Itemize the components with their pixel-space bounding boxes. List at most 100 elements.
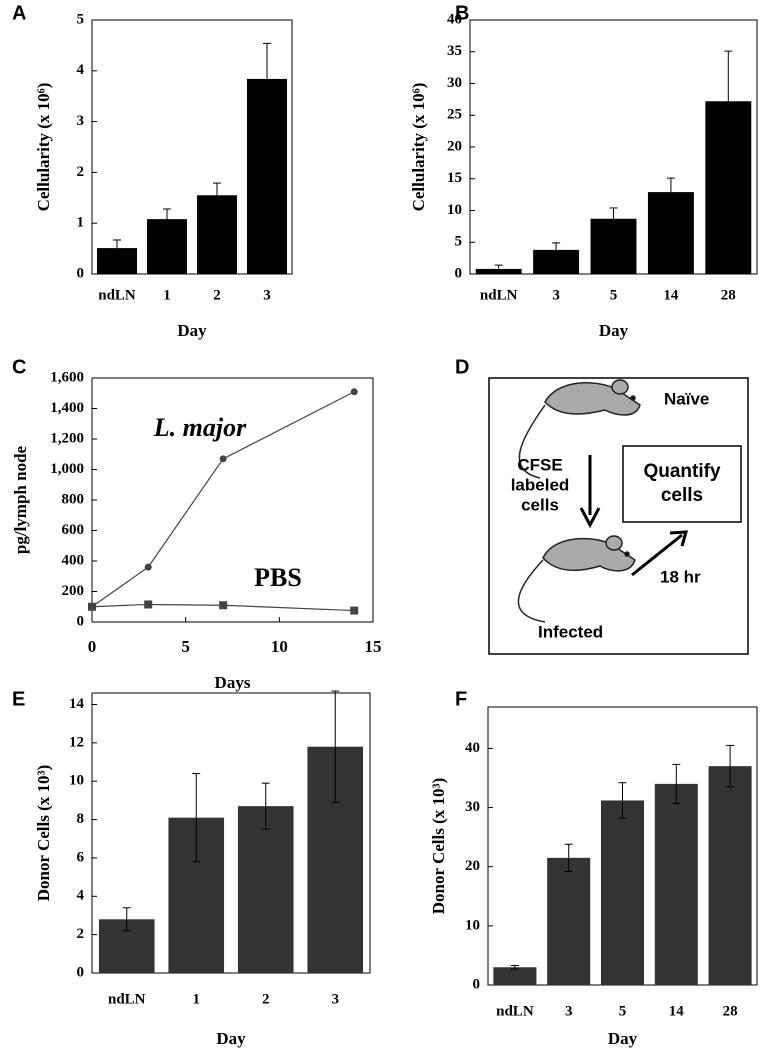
bar <box>547 857 591 985</box>
diagram-frame <box>488 377 749 655</box>
panel-label: C <box>12 356 26 378</box>
x-axis-label: Days <box>215 673 251 692</box>
bar <box>705 101 752 274</box>
y-tick-label: 200 <box>62 583 85 599</box>
x-tick-label: 14 <box>669 1003 685 1019</box>
x-tick-label: 1 <box>193 991 201 1007</box>
marker <box>219 455 227 463</box>
x-tick-label: ndLN <box>496 1003 534 1019</box>
y-tick-label: 40 <box>465 740 480 756</box>
bar <box>147 219 187 274</box>
bar <box>237 806 294 973</box>
y-tick-label: 20 <box>465 858 480 874</box>
mouse-bottom <box>517 535 636 623</box>
arrowhead <box>579 507 601 529</box>
x-axis-label: Day <box>177 321 207 340</box>
y-tick-label: 400 <box>62 552 85 568</box>
series-line <box>91 391 355 608</box>
arrowhead <box>669 530 689 547</box>
y-tick-label: 40 <box>447 11 462 27</box>
y-tick-label: 4 <box>77 62 85 78</box>
y-tick-label: 10 <box>447 202 462 218</box>
panel-label: D <box>455 356 469 378</box>
y-tick-label: 1,400 <box>50 400 84 416</box>
panel-label: B <box>455 2 469 24</box>
y-axis-label: Donor Cells (x 10³) <box>34 765 53 902</box>
transfer-label: cells <box>521 495 559 514</box>
panel-label: A <box>12 2 26 24</box>
y-tick-label: 0 <box>77 265 85 281</box>
mouse-top <box>518 379 641 479</box>
y-tick-label: 15 <box>447 170 462 186</box>
y-tick-label: 800 <box>62 491 85 507</box>
transfer-label: labeled <box>511 475 570 494</box>
y-tick-label: 0 <box>77 964 85 980</box>
bar <box>533 249 580 274</box>
infected-label: Infected <box>538 622 603 641</box>
bar <box>97 248 137 274</box>
box-label: cells <box>661 485 703 506</box>
marker <box>88 602 96 611</box>
y-tick-label: 600 <box>62 522 85 538</box>
x-tick-label: 5 <box>610 287 618 303</box>
y-tick-label: 10 <box>69 773 84 789</box>
y-tick-label: 30 <box>465 799 480 815</box>
y-tick-label: 3 <box>77 113 85 129</box>
x-axis-label: Day <box>216 1029 246 1048</box>
bar <box>493 967 537 985</box>
bar <box>708 766 752 985</box>
y-tick-label: 0 <box>455 265 463 281</box>
y-tick-label: 4 <box>77 888 85 904</box>
marker <box>144 600 153 609</box>
y-tick-label: 0 <box>77 613 85 629</box>
x-tick-label: 3 <box>332 991 340 1007</box>
diagram: D Naïve CFSE labeled cells Quantify cell… <box>455 356 749 655</box>
series-label: PBS <box>254 563 302 592</box>
x-tick-label: 15 <box>365 637 382 656</box>
x-axis-label: Day <box>608 1029 638 1048</box>
y-tick-label: 10 <box>465 917 480 933</box>
series-label: L. major <box>153 413 247 442</box>
y-tick-label: 6 <box>77 849 85 865</box>
y-tick-label: 5 <box>77 11 85 27</box>
x-tick-label: 28 <box>723 1003 738 1019</box>
x-axis-label: Day <box>599 321 629 340</box>
x-tick-label: 14 <box>663 287 679 303</box>
x-tick-label: 5 <box>181 637 190 656</box>
marker <box>144 563 152 571</box>
x-tick-label: 5 <box>619 1003 627 1019</box>
y-axis-label: pg/lymph node <box>11 445 30 554</box>
bar <box>590 218 637 274</box>
y-tick-label: 12 <box>69 734 84 750</box>
y-axis-label: Donor Cells (x 10³) <box>429 778 448 915</box>
bar <box>247 78 287 274</box>
quantify-box <box>622 445 742 523</box>
bar <box>647 192 694 274</box>
x-tick-label: 1 <box>163 287 171 303</box>
series-line <box>91 603 355 612</box>
y-tick-label: 2 <box>77 926 85 942</box>
y-tick-label: 1 <box>77 215 85 231</box>
x-tick-label: ndLN <box>480 287 518 303</box>
y-tick-label: 25 <box>447 107 462 123</box>
x-tick-label: 2 <box>262 991 270 1007</box>
box-label: Quantify <box>643 461 720 482</box>
bar <box>475 268 522 274</box>
x-tick-label: ndLN <box>108 991 146 1007</box>
arrow <box>631 533 683 577</box>
y-tick-label: 1,000 <box>50 461 84 477</box>
bar <box>600 800 645 985</box>
transfer-label: CFSE <box>517 455 562 474</box>
y-tick-label: 14 <box>69 696 85 712</box>
panel-label: E <box>12 688 25 710</box>
y-axis-label: Cellularity (x 10⁶) <box>409 83 428 212</box>
x-tick-label: 3 <box>263 287 271 303</box>
x-tick-label: 10 <box>271 637 288 656</box>
time-label: 18 hr <box>660 567 701 586</box>
y-tick-label: 20 <box>447 138 462 154</box>
x-tick-label: ndLN <box>98 287 136 303</box>
marker <box>219 601 228 610</box>
x-tick-label: 3 <box>552 287 560 303</box>
y-tick-label: 30 <box>447 75 462 91</box>
